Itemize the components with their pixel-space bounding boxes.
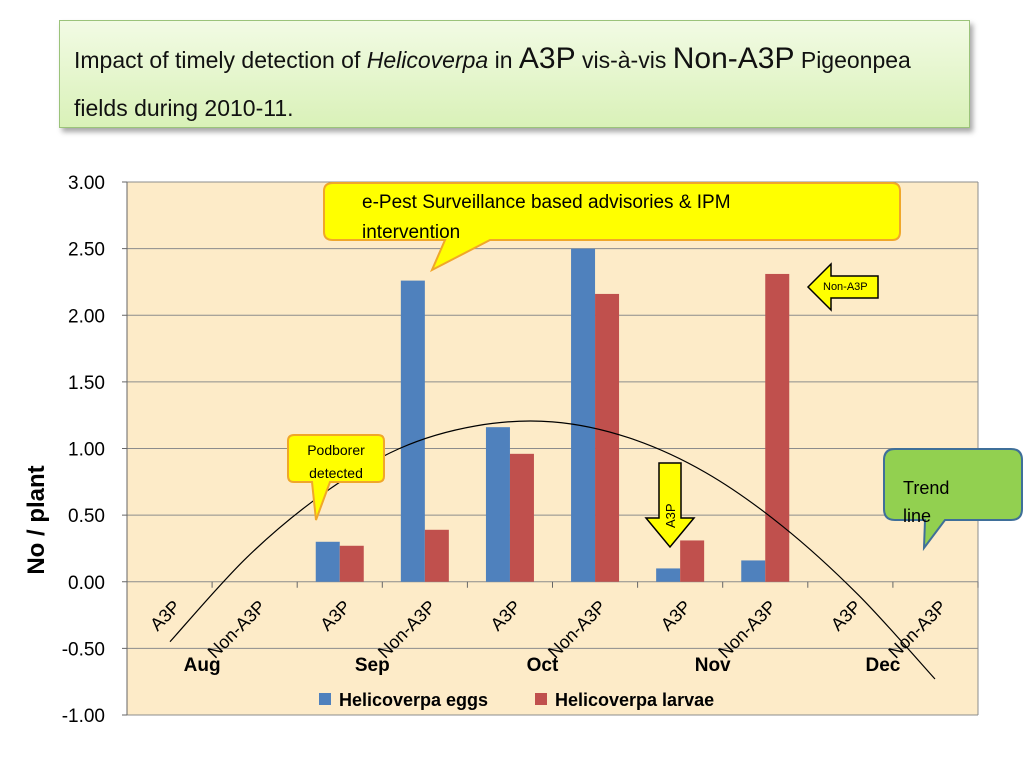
bar-eggs	[656, 568, 681, 582]
title-part-1: Impact of timely detection of	[74, 47, 367, 73]
title-part-3: in	[488, 47, 519, 73]
y-tick-label: 0.50	[68, 506, 105, 527]
non-a3p-arrow	[806, 262, 879, 312]
trend-line	[169, 420, 936, 680]
legend-swatch	[535, 693, 547, 705]
podborer-text-2: detected	[309, 465, 363, 481]
y-tick-label: 2.00	[68, 306, 105, 327]
month-label: Dec	[865, 655, 900, 676]
trend-text-2: line	[903, 506, 931, 526]
legend: Helicoverpa eggs Helicoverpa larvae	[319, 690, 714, 710]
trend-callout	[883, 448, 1023, 552]
legend-label: Helicoverpa eggs	[339, 690, 488, 710]
y-tick-label: 0.00	[68, 573, 105, 594]
advisory-text-1: e-Pest Surveillance based advisories & I…	[362, 192, 731, 213]
bar-eggs	[741, 560, 766, 582]
y-tick-label: 2.50	[68, 240, 105, 261]
bar-eggs	[400, 280, 425, 582]
month-label: Oct	[527, 655, 559, 676]
title-part-4: A3P	[518, 42, 576, 75]
y-tick-label: 1.00	[68, 440, 105, 461]
month-label: Nov	[695, 655, 731, 676]
bar-eggs	[571, 248, 596, 582]
y-tick-label: 3.00	[68, 173, 105, 194]
non-a3p-arrow-label: Non-A3P	[823, 281, 868, 293]
bar-larvae	[509, 453, 534, 582]
advisory-text-2: intervention	[362, 222, 460, 243]
bar-larvae	[424, 529, 449, 582]
y-tick-label: 1.50	[68, 373, 105, 394]
a3p-arrow-label: A3P	[663, 503, 678, 528]
advisory-callout	[323, 182, 901, 273]
legend-swatch	[319, 693, 331, 705]
bar-larvae	[595, 293, 620, 582]
month-label: Aug	[184, 655, 221, 676]
title-part-7: Pigeonpea fields during 2010-11.	[74, 47, 911, 121]
title-part-2: Helicoverpa	[366, 47, 489, 73]
title-part-5: vis-à-vis	[575, 47, 673, 73]
y-axis-label: No / plant	[23, 465, 50, 574]
bar-larvae	[765, 273, 790, 582]
month-label: Sep	[355, 655, 390, 676]
slide-title: Impact of timely detection of Helicoverp…	[59, 20, 970, 128]
y-tick-label: -0.50	[62, 639, 105, 660]
bar-larvae	[339, 545, 364, 582]
podborer-callout	[287, 434, 385, 521]
bar-eggs	[315, 541, 340, 582]
legend-label: Helicoverpa larvae	[555, 690, 714, 710]
bar-larvae	[680, 540, 705, 582]
podborer-text-1: Podborer	[307, 442, 365, 458]
trend-text-1: Trend	[903, 478, 949, 498]
a3p-arrow	[644, 462, 696, 549]
y-tick-label: -1.00	[62, 706, 105, 727]
title-part-6: Non-A3P	[672, 42, 795, 75]
bar-eggs	[485, 427, 510, 582]
